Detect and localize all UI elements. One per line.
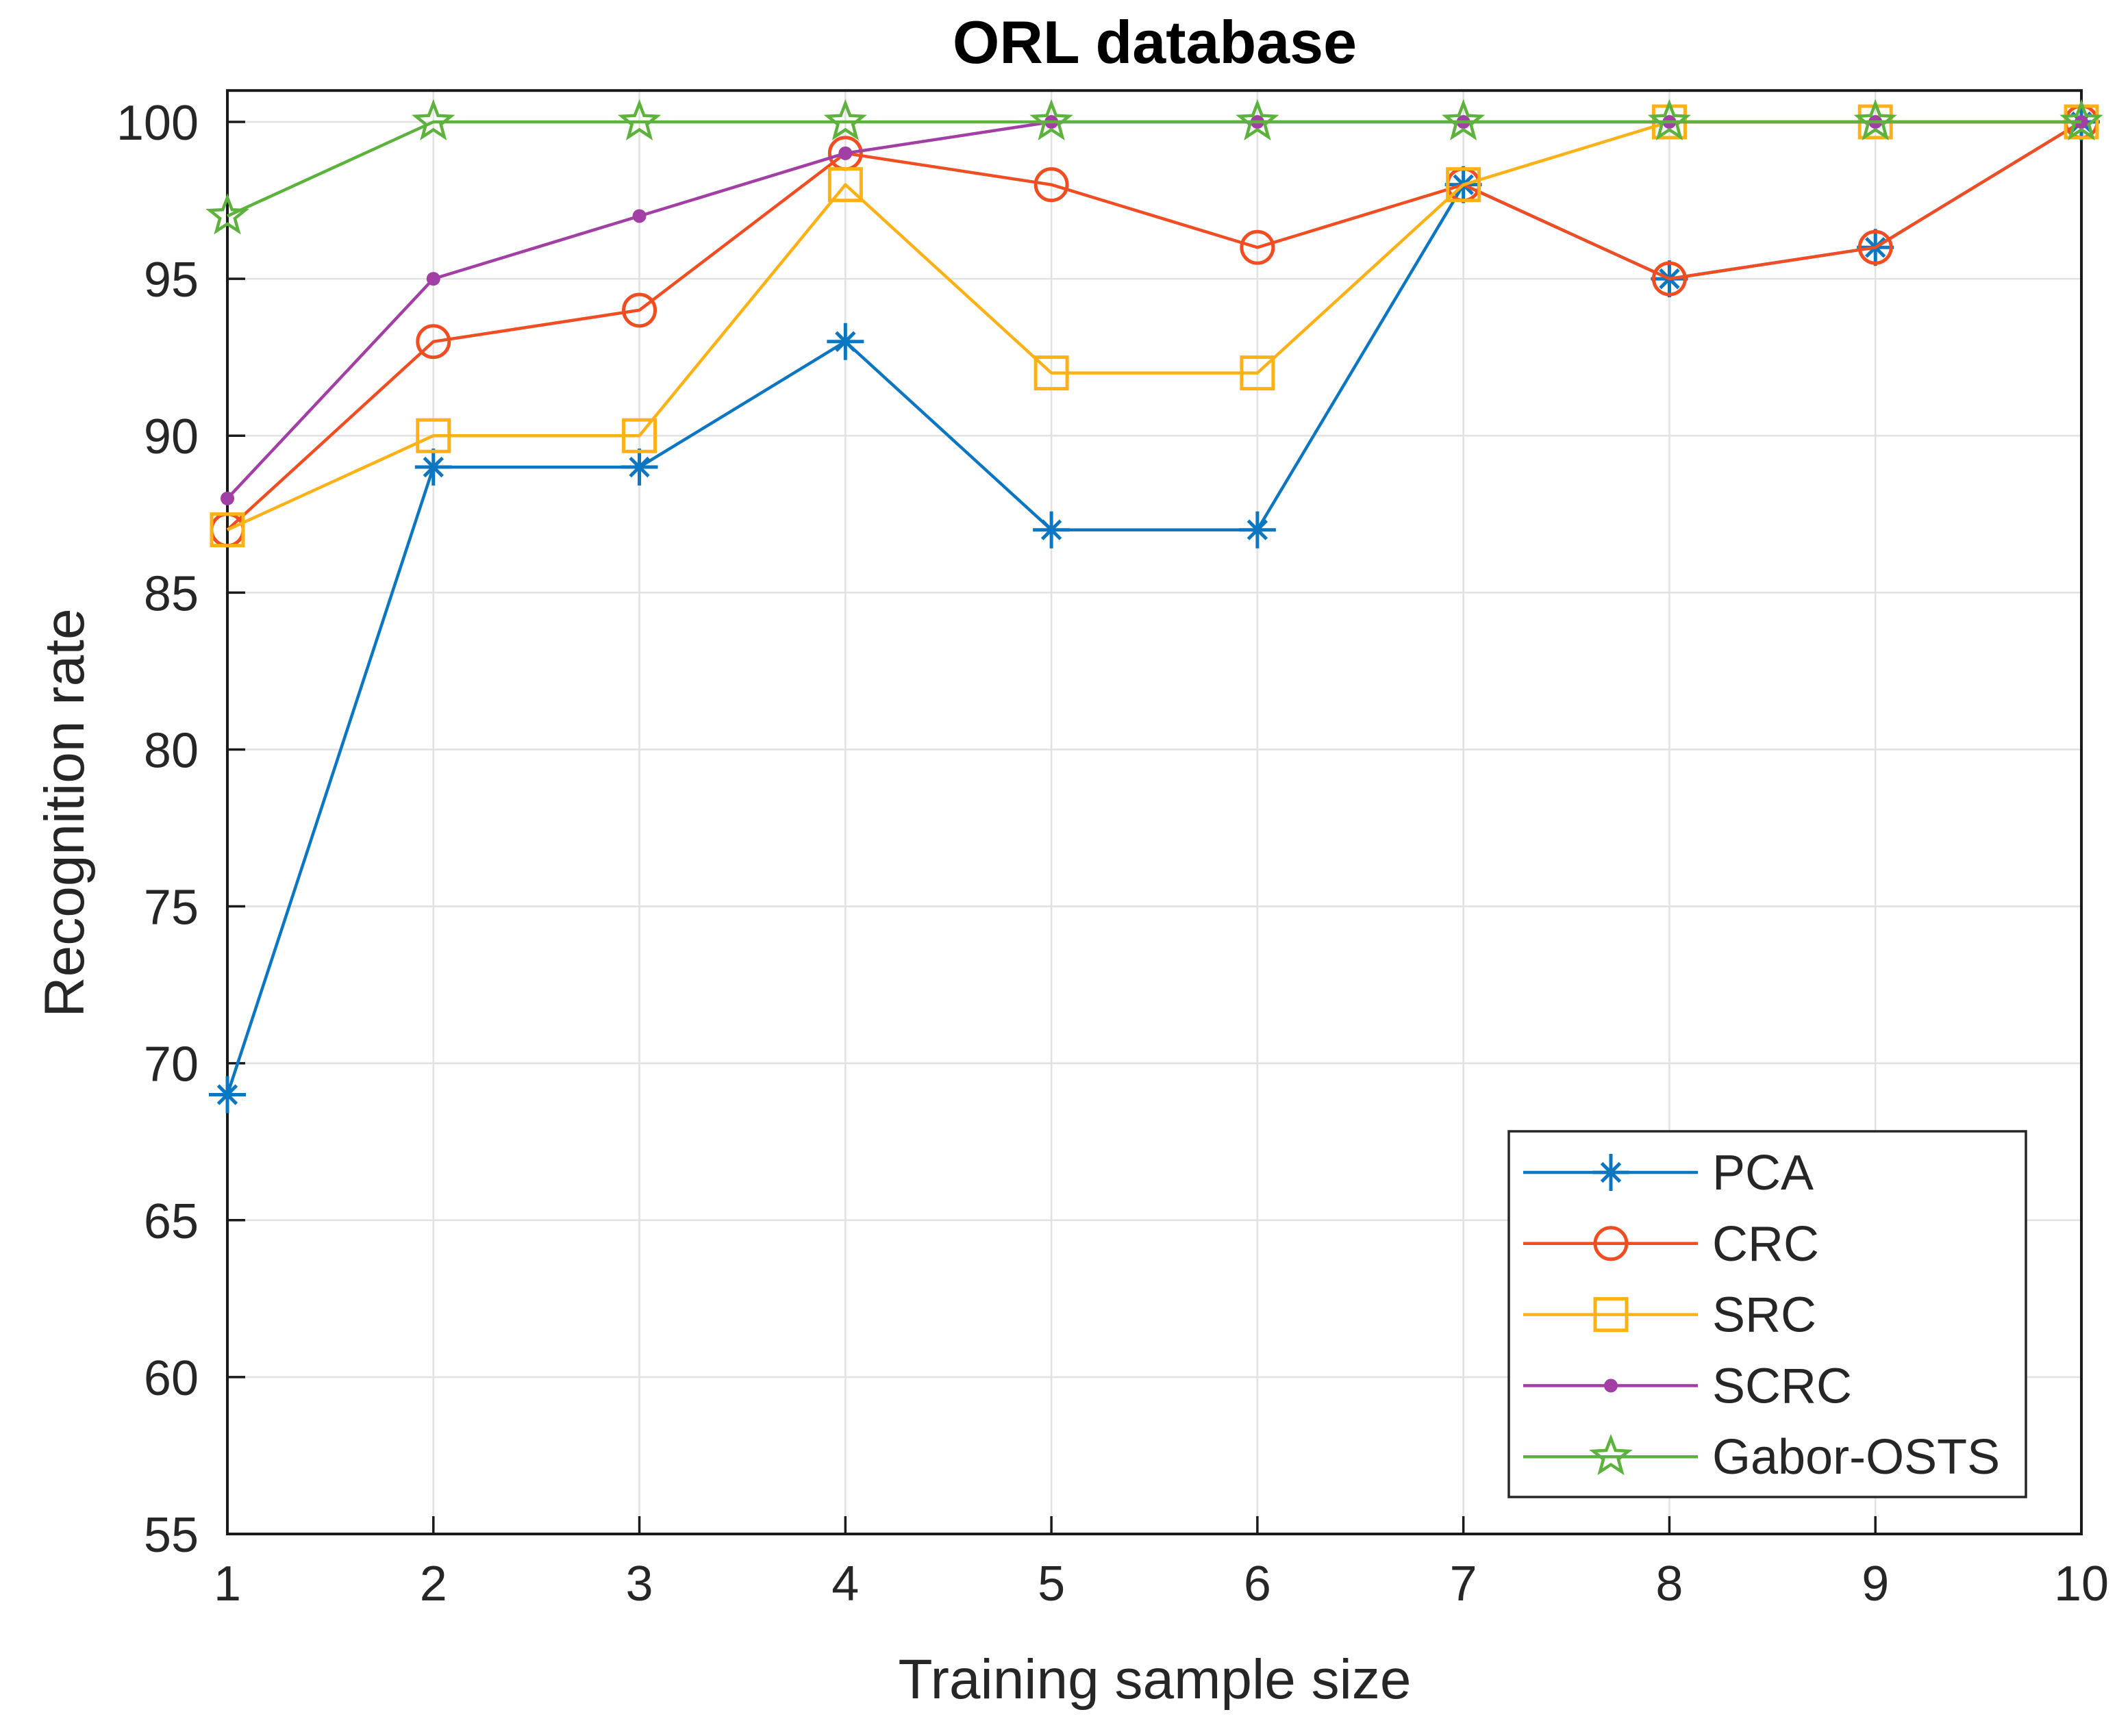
x-tick-label: 4: [831, 1557, 859, 1611]
pentagram-marker: [2059, 99, 2103, 141]
circle-marker: [622, 292, 657, 328]
pentagram-marker: [1236, 99, 1279, 141]
asterisk-marker: [1247, 519, 1268, 540]
legend-entry-CRC: CRC: [1523, 1217, 1819, 1272]
y-tick-label: 75: [144, 881, 199, 935]
square-marker: [416, 418, 451, 453]
series-line: [227, 120, 2081, 218]
pentagram-marker: [1589, 1433, 1633, 1476]
asterisk-marker: [835, 331, 856, 352]
pentagram-marker: [1853, 99, 1897, 141]
data-series: [205, 99, 2103, 1114]
series-line: [226, 120, 2081, 500]
asterisk-marker: [423, 456, 444, 478]
legend-entry-PCA: PCA: [1523, 1146, 1814, 1200]
y-tick-label: 70: [144, 1037, 199, 1092]
y-axis-label: Recognition rate: [34, 608, 96, 1017]
pentagram-marker: [205, 193, 249, 235]
legend-entry-label: CRC: [1712, 1217, 1819, 1272]
x-tick-label: 7: [1450, 1557, 1477, 1611]
x-tick-label: 6: [1244, 1557, 1271, 1611]
series-SCRC: [221, 115, 2088, 505]
series-SRC: [210, 104, 2099, 548]
x-axis-label: Training sample size: [899, 1648, 1412, 1711]
y-tick-label: 80: [144, 723, 199, 778]
series-line: [225, 121, 2083, 1096]
legend-box: PCA CRC SRC SCRC Gabor-OSTS: [1507, 1130, 2027, 1498]
legend-entry-SRC: SRC: [1523, 1288, 1816, 1343]
y-tick-label: 55: [144, 1508, 199, 1563]
point-marker: [426, 272, 440, 286]
circle-marker: [1651, 261, 1687, 297]
pentagram-marker: [1029, 99, 1073, 141]
x-tick-label: 5: [1038, 1557, 1065, 1611]
circle-marker: [1593, 1226, 1629, 1261]
pentagram-marker: [412, 99, 455, 141]
pentagram-marker: [617, 99, 662, 141]
tick-labels: 1 2 3 4 5 6 7 8 9 10 55 60 65 70 75 80 85 90 95 100: [116, 96, 2109, 1611]
square-marker: [1593, 1297, 1629, 1333]
square-marker: [827, 167, 863, 203]
y-tick-label: 85: [144, 566, 199, 621]
square-marker: [210, 512, 245, 548]
plot-box: [226, 89, 2083, 1536]
x-tick-label: 2: [420, 1557, 447, 1611]
chart-title: ORL database: [953, 8, 1357, 76]
asterisk-marker: [216, 1084, 238, 1105]
y-tick-label: 90: [144, 410, 199, 464]
asterisk-marker: [1600, 1161, 1622, 1183]
legend-entry-label: SCRC: [1712, 1359, 1852, 1413]
circle-marker: [1034, 167, 1069, 203]
square-marker: [1240, 355, 1275, 391]
pentagram-marker: [1442, 99, 1486, 141]
point-marker: [221, 491, 234, 505]
y-tick-label: 60: [144, 1351, 199, 1406]
x-tick-label: 10: [2054, 1557, 2109, 1611]
point-marker: [838, 146, 853, 160]
x-tick-label: 3: [626, 1557, 653, 1611]
y-tick-label: 100: [116, 96, 199, 151]
y-tick-label: 65: [144, 1194, 199, 1249]
circle-marker: [416, 324, 451, 360]
square-marker: [1034, 355, 1069, 391]
pentagram-marker: [823, 99, 867, 141]
x-tick-label: 1: [214, 1557, 241, 1611]
circle-marker: [1240, 229, 1275, 265]
circle-marker: [1857, 229, 1893, 265]
series-CRC: [210, 104, 2099, 548]
series-Gabor-OSTS: [205, 99, 2103, 235]
y-tick-label: 95: [144, 253, 199, 307]
x-tick-label: 9: [1862, 1557, 1889, 1611]
plot-border: [226, 89, 2083, 1536]
legend-entry-label: SRC: [1712, 1288, 1816, 1343]
asterisk-marker: [629, 456, 650, 478]
x-tick-label: 8: [1655, 1557, 1683, 1611]
asterisk-marker: [1040, 519, 1062, 540]
pentagram-marker: [1647, 99, 1692, 141]
point-marker: [632, 209, 647, 223]
series-line: [226, 121, 2083, 531]
legend-entry-SCRC: SCRC: [1523, 1359, 1852, 1413]
legend-entry-label: Gabor-OSTS: [1712, 1430, 2000, 1485]
axis-ticks: [226, 121, 2083, 1535]
legend-entry-label: PCA: [1712, 1146, 1814, 1200]
legend-entry-Gabor-OSTS: Gabor-OSTS: [1523, 1430, 2000, 1485]
square-marker: [1446, 167, 1481, 203]
point-marker: [1604, 1379, 1618, 1393]
square-marker: [622, 418, 657, 453]
